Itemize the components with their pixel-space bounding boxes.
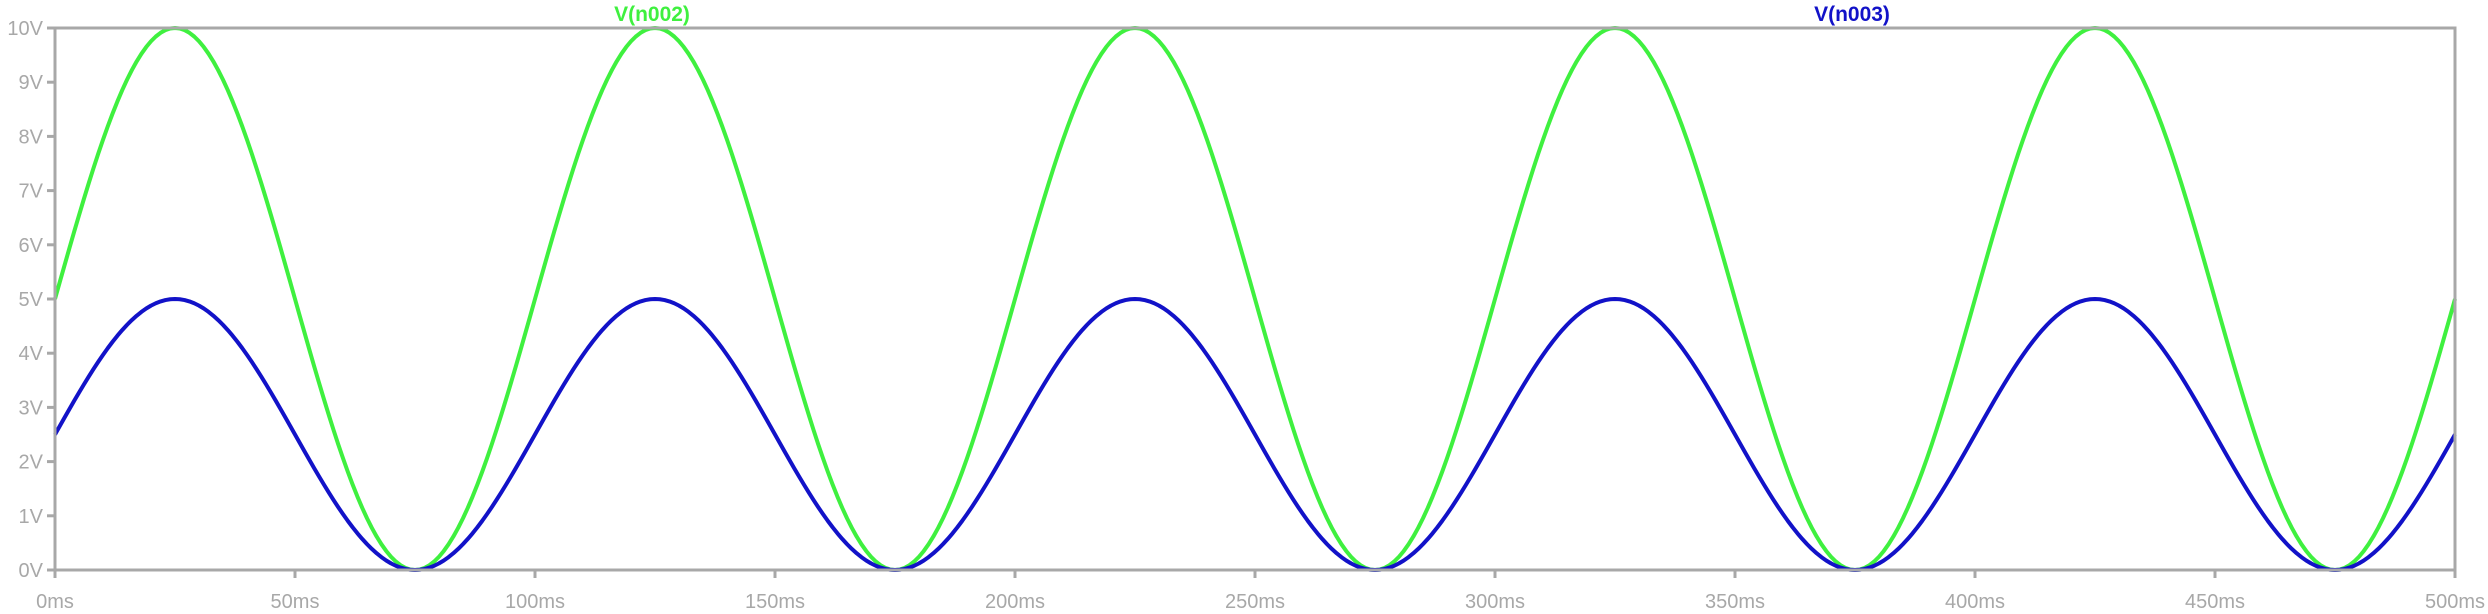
y-tick-label: 5V [19,289,44,311]
y-tick-label: 4V [19,343,44,365]
y-tick-label: 7V [19,181,44,203]
legend-label-v-n003[interactable]: V(n003) [1814,3,1890,26]
x-tick-label: 450ms [2185,591,2245,613]
x-tick-label: 400ms [1945,591,2005,613]
y-tick-label: 9V [19,72,44,94]
y-tick-label: 3V [19,397,44,419]
y-tick-label: 2V [19,452,44,474]
y-tick-label: 1V [19,506,44,528]
series-line-v-n002 [53,26,2457,572]
y-tick-label: 0V [19,560,44,582]
x-tick-label: 350ms [1705,591,1765,613]
series-line-v-n003 [53,297,2457,572]
x-tick-label: 250ms [1225,591,1285,613]
y-tick-label: 8V [19,126,44,148]
x-tick-label: 100ms [505,591,565,613]
x-axis: 0ms 50ms 100ms 150ms 200ms 250ms 300ms 350ms 400… [36,570,2485,613]
legend-label-v-n002[interactable]: V(n002) [614,3,690,26]
y-tick-label: 10V [7,18,43,40]
x-tick-label: 500ms [2425,591,2485,613]
y-axis: 0V 1V 2V 3V 4V 5V 6V 7V 8V 9V 10V [7,18,55,582]
legend: V(n002) V(n003) [614,3,1890,26]
x-tick-label: 200ms [985,591,1045,613]
x-tick-label: 50ms [271,591,320,613]
y-tick-label: 6V [19,235,44,257]
x-tick-label: 0ms [36,591,74,613]
x-tick-label: 150ms [745,591,805,613]
series-layer [53,26,2457,572]
x-tick-label: 300ms [1465,591,1525,613]
